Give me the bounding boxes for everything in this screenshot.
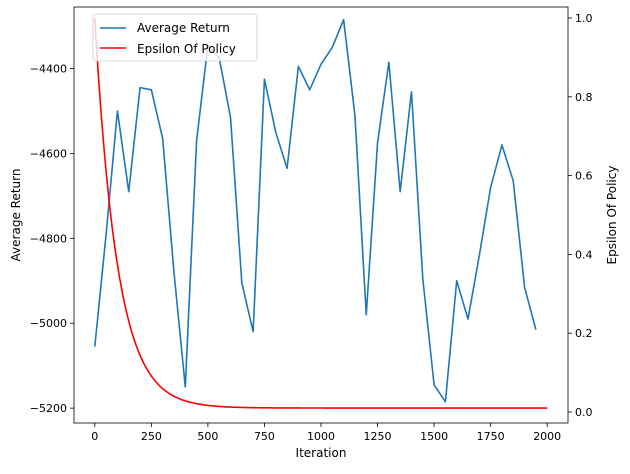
legend-label-average-return: Average Return	[137, 21, 230, 35]
plot-background	[74, 7, 568, 423]
y-tick-label: −4800	[30, 232, 67, 245]
y2-tick-label: 0.0	[575, 406, 593, 419]
legend: Average Return Epsilon Of Policy	[92, 13, 258, 62]
x-tick-label: 0	[91, 430, 98, 443]
x-tick-label: 1750	[477, 430, 505, 443]
y2-tick-label: 0.2	[575, 327, 593, 340]
y2-tick-label: 0.6	[575, 170, 593, 183]
x-tick-label: 250	[141, 430, 162, 443]
legend-box	[92, 13, 258, 62]
y2-tick-label: 0.8	[575, 91, 593, 104]
x-tick-label: 1000	[307, 430, 335, 443]
y-tick-label: −5200	[30, 402, 67, 415]
x-tick-label: 750	[254, 430, 275, 443]
y-axis-right: 0.0 0.2 0.4 0.6 0.8 1.0	[568, 12, 593, 419]
x-tick-label: 2000	[533, 430, 561, 443]
series-layer	[94, 17, 548, 409]
y-axis-left: −5200 −5000 −4800 −4600 −4400	[30, 63, 74, 415]
series-line-epsilon-of-policy	[94, 17, 548, 409]
x-axis-label: Iteration	[296, 446, 347, 460]
x-axis: 0 250 500 750 1000 1250 1500 1750 2000	[91, 423, 561, 443]
y-tick-label: −4600	[30, 147, 67, 160]
y-tick-label: −5000	[30, 317, 67, 330]
x-tick-label: 1250	[364, 430, 392, 443]
y2-axis-label: Epsilon Of Policy	[605, 166, 619, 265]
y2-tick-label: 0.4	[575, 248, 593, 261]
x-tick-label: 500	[197, 430, 218, 443]
legend-label-epsilon-of-policy: Epsilon Of Policy	[137, 42, 236, 56]
plot-area	[73, 6, 569, 424]
y-tick-label: −4400	[30, 63, 67, 76]
y2-tick-label: 1.0	[575, 12, 593, 25]
series-line-average-return	[94, 18, 537, 403]
y-axis-label: Average Return	[9, 169, 23, 262]
x-tick-label: 1500	[420, 430, 448, 443]
